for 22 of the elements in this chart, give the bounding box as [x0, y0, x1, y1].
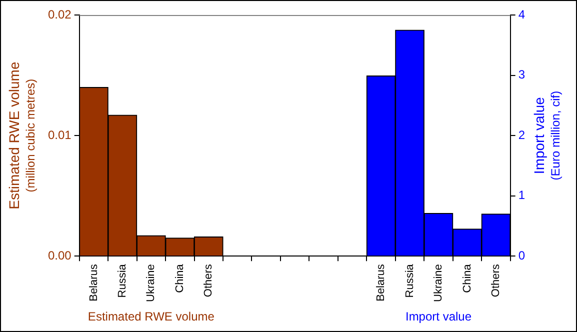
x-tick-label: Russia	[404, 263, 416, 298]
x-tick-label: Ukraine	[145, 264, 158, 302]
y-tick-label: 0.01	[48, 128, 72, 142]
y-axis-title: Estimated RWE volume (million cubic metres)	[6, 62, 38, 210]
x-tick-label: China	[174, 263, 186, 293]
y2-axis-title: Import value (Euro million, cif)	[530, 90, 562, 180]
y2-tick-label: 0	[518, 248, 526, 262]
x-tick-label: China	[461, 263, 474, 293]
y2-tick-label: 2	[518, 128, 526, 142]
text: Estimated RWE volume	[88, 309, 215, 324]
x-tick-label: Others	[202, 264, 215, 298]
x-tick-label: Others	[490, 264, 502, 298]
y-tick-label: 0.00	[48, 248, 72, 262]
x-tick-label: Belarus	[88, 264, 100, 302]
x-tick-label: Belarus	[375, 264, 388, 302]
y2-tick-label: 4	[518, 7, 526, 22]
y-tick-label: 0.02	[48, 7, 72, 22]
y2-tick-label: 1	[518, 188, 526, 202]
x-tick-label: Russia	[116, 263, 128, 298]
text: Import value	[405, 309, 472, 324]
x-tick-label: Ukraine	[432, 264, 445, 302]
y2-tick-label: 3	[518, 68, 526, 82]
